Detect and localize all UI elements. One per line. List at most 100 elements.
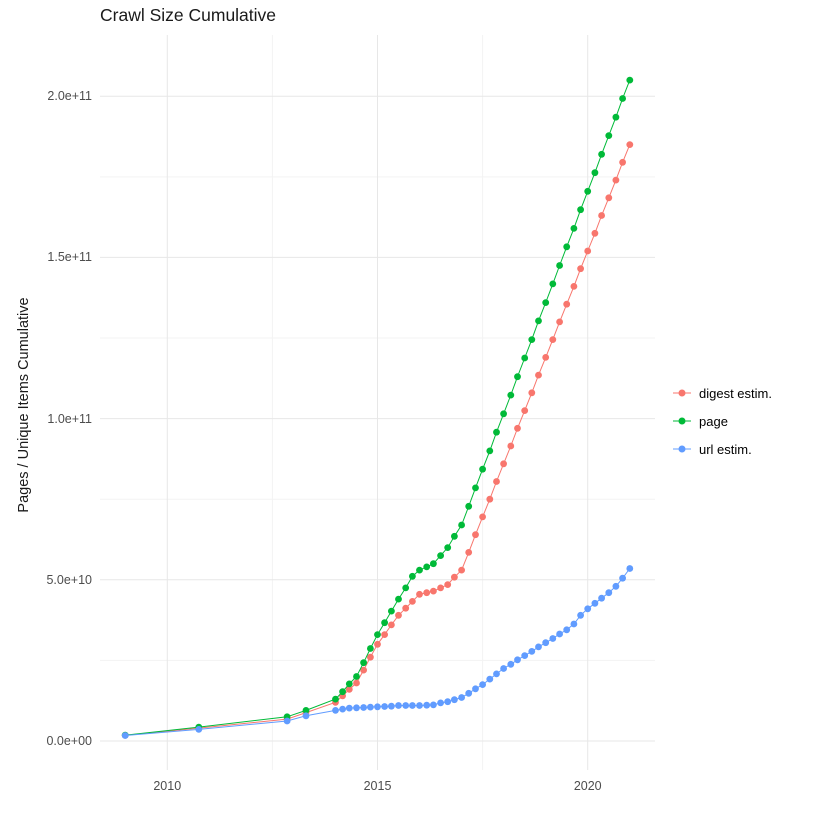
data-point [339, 688, 346, 696]
data-point [395, 611, 402, 619]
data-point [451, 532, 458, 540]
x-tick-label: 2010 [153, 779, 182, 793]
data-point [451, 696, 458, 704]
data-point [591, 229, 599, 237]
data-point [381, 619, 388, 627]
data-point [577, 611, 584, 619]
data-point [577, 206, 584, 214]
data-point [570, 283, 578, 290]
y-tick-label: 1.5e+11 [47, 250, 92, 265]
data-point [535, 371, 542, 379]
data-point [451, 573, 458, 581]
data-point [507, 391, 515, 399]
data-point [605, 589, 613, 597]
data-point [423, 589, 431, 597]
data-point [430, 587, 437, 595]
y-tick-label: 2.0e+11 [47, 89, 92, 104]
data-point [395, 595, 402, 603]
data-point [430, 701, 437, 709]
data-point [549, 280, 557, 288]
data-point [353, 673, 360, 680]
data-point [437, 699, 444, 707]
data-point [556, 318, 563, 326]
y-tick-label: 1.0e+11 [47, 411, 92, 426]
data-point [381, 631, 388, 638]
data-point [514, 656, 521, 664]
data-point [465, 502, 473, 510]
data-point [598, 594, 605, 602]
data-point [121, 732, 129, 739]
data-point [479, 681, 486, 688]
data-point [416, 566, 423, 574]
data-point [584, 187, 592, 195]
data-point [345, 704, 353, 712]
data-point [195, 726, 203, 733]
data-point [367, 653, 374, 661]
legend-label-digest-estim: digest estim. [699, 385, 772, 401]
data-point [416, 590, 423, 598]
data-point [360, 704, 367, 711]
data-point [465, 549, 473, 556]
legend-key-page-icon [673, 417, 691, 425]
data-point [388, 607, 395, 615]
data-point [619, 574, 626, 582]
y-tick-label: 0.0e+00 [46, 733, 92, 748]
data-point [360, 659, 367, 667]
data-point [458, 521, 465, 529]
data-point [542, 639, 550, 647]
data-point [507, 660, 515, 668]
data-point [416, 702, 423, 709]
data-point [612, 582, 620, 590]
data-point [570, 620, 578, 628]
data-point [423, 563, 431, 571]
data-point [591, 169, 599, 177]
data-point [500, 410, 507, 418]
data-point [521, 652, 529, 659]
legend-key-url-icon [673, 445, 691, 453]
data-point [388, 621, 395, 629]
legend: digest estim. page url estim. [672, 379, 772, 463]
data-point [493, 478, 500, 485]
data-point [472, 531, 479, 539]
data-point [500, 460, 507, 468]
data-point [402, 584, 410, 592]
data-point [444, 581, 452, 588]
data-point [458, 694, 465, 701]
data-point [528, 648, 536, 655]
data-point [444, 544, 452, 551]
data-point [612, 113, 620, 121]
data-point [430, 560, 437, 568]
data-point [549, 336, 557, 343]
data-point [556, 630, 563, 638]
data-point [521, 354, 529, 362]
data-point [521, 407, 529, 414]
data-point [345, 686, 353, 693]
data-point [423, 701, 431, 709]
legend-label-page: page [699, 413, 728, 429]
data-point [479, 465, 486, 473]
data-point [626, 76, 634, 84]
data-point [591, 599, 599, 607]
data-point [619, 95, 626, 102]
data-point [444, 698, 452, 706]
data-point [409, 572, 416, 580]
data-point [395, 702, 402, 709]
data-point [605, 132, 613, 140]
legend-key-digest-icon [673, 389, 691, 397]
data-point [542, 354, 550, 361]
data-point [535, 317, 542, 325]
data-point [493, 428, 500, 436]
data-point [598, 212, 605, 219]
data-point [437, 552, 444, 559]
data-point [486, 447, 494, 455]
data-point [409, 702, 416, 709]
data-point [465, 689, 473, 697]
data-point [367, 703, 374, 711]
legend-item-digest-estim: digest estim. [672, 379, 772, 407]
data-point [500, 665, 507, 672]
data-point [458, 566, 465, 574]
data-point [472, 685, 479, 693]
data-point [556, 262, 563, 269]
data-point [302, 707, 310, 714]
